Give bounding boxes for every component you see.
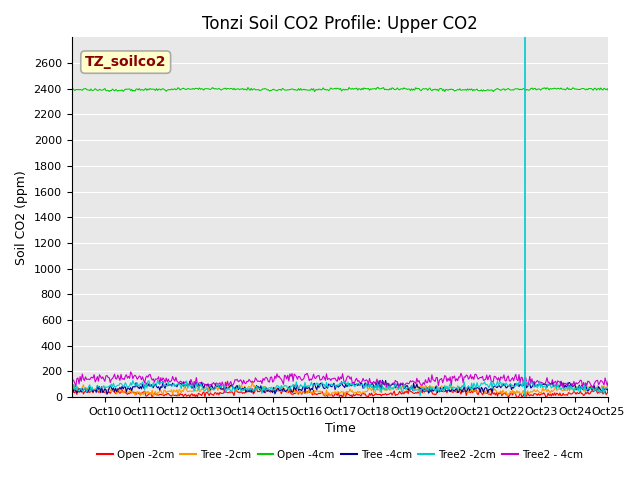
Y-axis label: Soil CO2 (ppm): Soil CO2 (ppm) (15, 170, 28, 264)
Title: Tonzi Soil CO2 Profile: Upper CO2: Tonzi Soil CO2 Profile: Upper CO2 (202, 15, 478, 33)
X-axis label: Time: Time (324, 422, 355, 435)
Legend: Open -2cm, Tree -2cm, Open -4cm, Tree -4cm, Tree2 -2cm, Tree2 - 4cm: Open -2cm, Tree -2cm, Open -4cm, Tree -4… (93, 445, 587, 464)
Text: TZ_soilco2: TZ_soilco2 (85, 55, 166, 69)
